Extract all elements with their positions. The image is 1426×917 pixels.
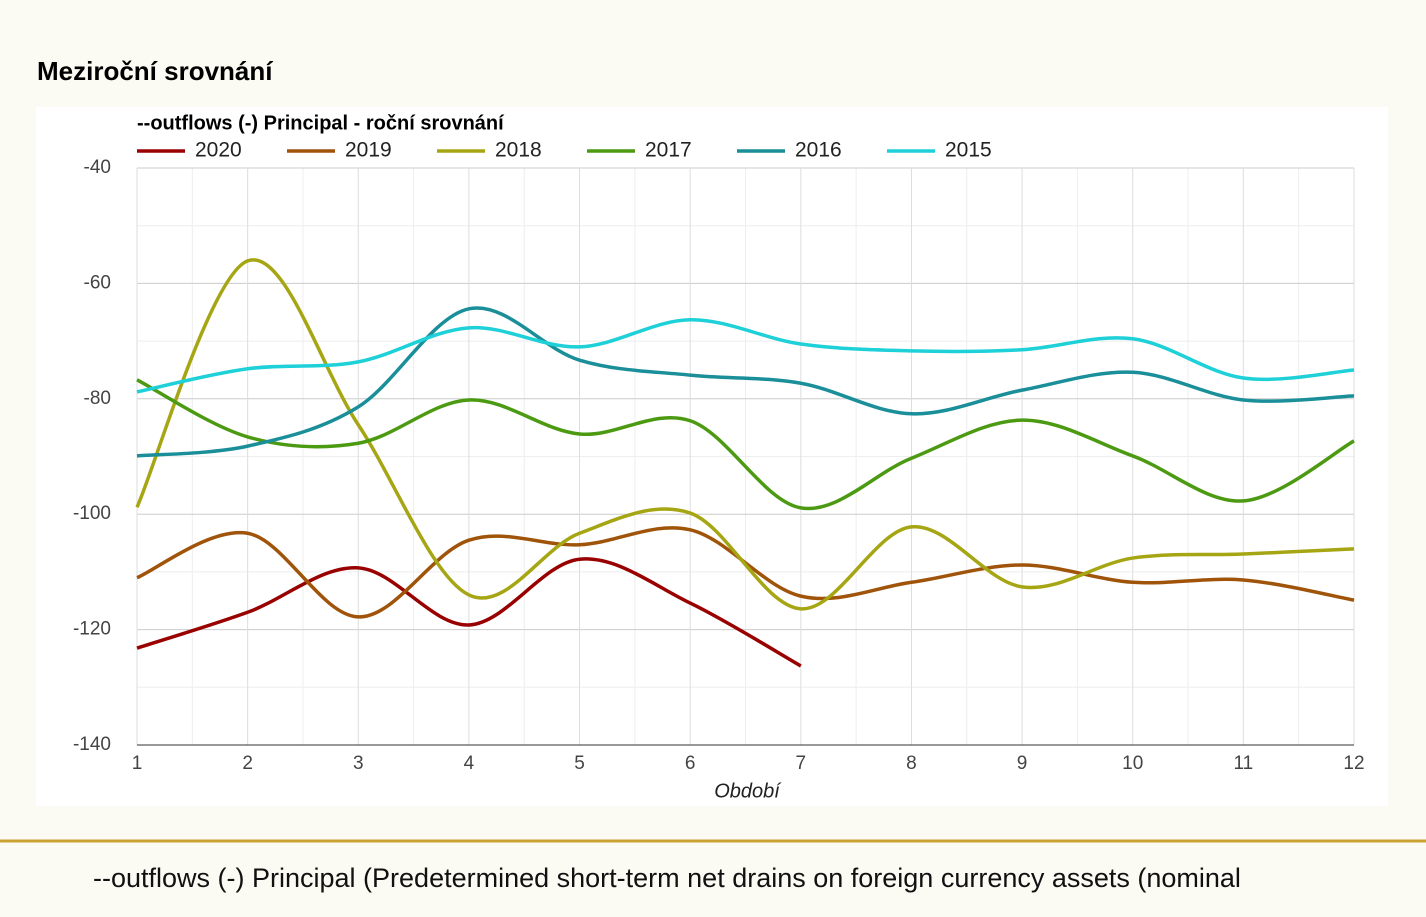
y-tick-label: -100 xyxy=(73,503,111,524)
series-line xyxy=(136,557,802,668)
x-axis-label: Období xyxy=(714,780,782,802)
legend-label: 2018 xyxy=(495,139,542,162)
chart-title: --outflows (-) Principal - roční srovnán… xyxy=(137,112,505,134)
legend-label: 2019 xyxy=(345,139,392,162)
legend-label: 2015 xyxy=(945,139,992,162)
x-tick-label: 12 xyxy=(1343,753,1364,774)
y-tick-label: -140 xyxy=(73,734,111,755)
x-tick-label: 5 xyxy=(574,753,585,774)
legend-label: 2017 xyxy=(645,139,692,162)
y-tick-label: -40 xyxy=(84,157,111,178)
y-tick-label: -120 xyxy=(73,619,111,640)
x-tick-label: 9 xyxy=(1017,753,1028,774)
series-line xyxy=(136,378,1355,511)
y-tick-label: -80 xyxy=(84,388,111,409)
series-line xyxy=(136,317,1355,394)
x-tick-label: 8 xyxy=(906,753,917,774)
x-tick-label: 6 xyxy=(685,753,696,774)
x-tick-label: 11 xyxy=(1233,753,1253,774)
x-tick-label: 1 xyxy=(132,753,143,774)
y-tick-label: -60 xyxy=(84,272,111,293)
series-line xyxy=(136,306,1355,458)
legend-label: 2016 xyxy=(795,139,842,162)
x-tick-label: 7 xyxy=(796,753,807,774)
x-tick-label: 3 xyxy=(353,753,364,774)
x-tick-label: 4 xyxy=(464,753,475,774)
legend-label: 2020 xyxy=(195,139,242,162)
x-tick-label: 2 xyxy=(242,753,253,774)
series-line xyxy=(135,258,1355,611)
x-tick-label: 10 xyxy=(1122,753,1143,774)
heading: Meziroční srovnání xyxy=(37,56,273,86)
series-line xyxy=(136,526,1355,619)
footer-text: --outflows (-) Principal (Predetermined … xyxy=(93,863,1241,893)
